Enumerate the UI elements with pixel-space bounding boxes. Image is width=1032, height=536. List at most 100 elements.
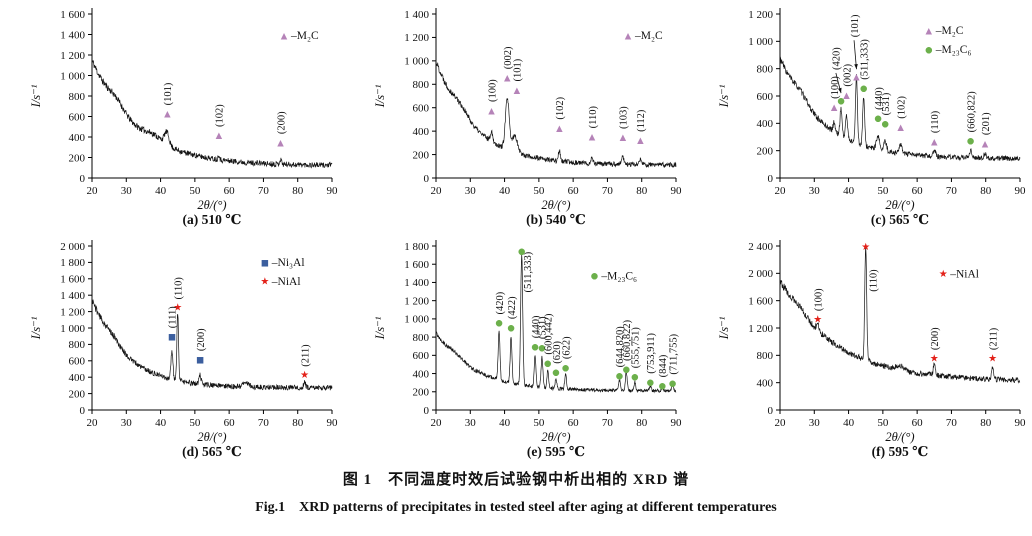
svg-text:▲: ▲ [556, 124, 563, 134]
svg-text:1 200: 1 200 [404, 295, 429, 307]
svg-text:30: 30 [465, 185, 477, 197]
svg-text:60: 60 [224, 185, 236, 197]
svg-text:(100): (100) [487, 79, 498, 102]
svg-text:70: 70 [602, 185, 614, 197]
svg-text:(201): (201) [981, 112, 992, 135]
svg-text:1 000: 1 000 [60, 70, 85, 82]
svg-text:(511,333): (511,333) [859, 39, 870, 80]
svg-text:–M₂₃C₆: –M₂₃C₆ [600, 270, 637, 282]
svg-text:800: 800 [413, 332, 430, 344]
svg-text:1 200: 1 200 [60, 50, 85, 62]
svg-text:1 200: 1 200 [748, 9, 773, 21]
svg-text:2θ/(°): 2θ/(°) [885, 198, 914, 212]
svg-text:▲: ▲ [637, 136, 644, 146]
svg-text:(422): (422) [507, 296, 518, 319]
svg-text:40: 40 [843, 417, 855, 429]
svg-text:–M₂₃C₆: –M₂₃C₆ [935, 44, 972, 56]
svg-text:200: 200 [757, 145, 774, 157]
svg-text:80: 80 [980, 185, 992, 197]
svg-text:▲: ▲ [589, 133, 596, 143]
svg-text:50: 50 [877, 185, 889, 197]
svg-text:★: ★ [173, 303, 182, 314]
svg-text:I/s⁻¹: I/s⁻¹ [29, 316, 43, 340]
svg-text:(200): (200) [196, 328, 207, 351]
svg-text:(102): (102) [215, 104, 226, 127]
svg-text:(002): (002) [503, 46, 514, 69]
svg-text:30: 30 [121, 185, 133, 197]
xrd-panel-f: 0 400 800 1 200 1 600 2 000 2 400 20 30 40 50 60 70 8… [717, 240, 1026, 459]
svg-text:–M₂C: –M₂C [935, 25, 964, 37]
svg-text:(531): (531) [881, 92, 892, 115]
svg-text:–Ni₃Al: –Ni₃Al [271, 257, 305, 269]
svg-text:●: ● [837, 96, 844, 106]
svg-text:2θ/(°): 2θ/(°) [541, 198, 570, 212]
svg-text:(110): (110) [588, 106, 599, 129]
svg-text:(112): (112) [636, 109, 647, 132]
svg-text:600: 600 [757, 91, 774, 103]
xrd-panel-c: 0 200 400 600 800 1 000 1 200 20 30 40 50 60 70 80 90 2… [717, 8, 1026, 227]
svg-text:(660,822): (660,822) [622, 319, 633, 361]
svg-text:(440): (440) [874, 87, 885, 110]
svg-text:30: 30 [465, 417, 477, 429]
svg-text:▲: ▲ [488, 106, 495, 116]
svg-text:(110): (110) [868, 269, 879, 292]
svg-text:1 400: 1 400 [404, 277, 429, 289]
svg-text:40: 40 [155, 185, 167, 197]
svg-text:0: 0 [424, 173, 430, 185]
xrd-panel-d: 0 200 400 600 800 1 000 1 200 1 400 1 600 1 800 2 … [29, 240, 339, 459]
svg-text:▲: ▲ [164, 110, 171, 120]
svg-text:(620): (620) [552, 340, 563, 363]
svg-text:▲: ▲ [982, 139, 989, 149]
svg-text:70: 70 [258, 417, 270, 429]
svg-text:I/s⁻¹: I/s⁻¹ [29, 84, 43, 108]
svg-text:1 400: 1 400 [60, 29, 85, 41]
svg-text:50: 50 [189, 417, 201, 429]
svg-text:(b) 540 ℃: (b) 540 ℃ [526, 212, 586, 227]
svg-text:2θ/(°): 2θ/(°) [197, 430, 226, 444]
svg-text:–M₂C: –M₂C [634, 30, 663, 42]
svg-text:★: ★ [861, 242, 870, 253]
svg-text:1 600: 1 600 [748, 295, 773, 307]
svg-text:▲: ▲ [853, 72, 860, 82]
svg-text:200: 200 [413, 149, 430, 161]
svg-text:●: ● [631, 372, 638, 382]
svg-text:●: ● [538, 343, 545, 353]
svg-text:●: ● [882, 120, 889, 130]
svg-text:70: 70 [258, 185, 270, 197]
svg-text:70: 70 [946, 185, 958, 197]
svg-text:●: ● [562, 363, 569, 373]
svg-text:●: ● [669, 379, 676, 389]
svg-text:0: 0 [80, 405, 86, 417]
svg-text:1 800: 1 800 [404, 241, 429, 253]
svg-text:(753,911): (753,911) [646, 333, 657, 374]
svg-text:80: 80 [636, 417, 648, 429]
svg-text:(a) 510 ℃: (a) 510 ℃ [183, 212, 242, 227]
svg-text:(100): (100) [830, 76, 841, 99]
svg-text:●: ● [495, 319, 502, 329]
svg-text:1 000: 1 000 [404, 314, 429, 326]
svg-text:90: 90 [327, 185, 339, 197]
svg-text:▲: ▲ [216, 131, 223, 141]
svg-text:(622): (622) [561, 336, 572, 359]
svg-text:0: 0 [768, 405, 774, 417]
svg-text:(660,822): (660,822) [966, 91, 977, 133]
svg-text:400: 400 [757, 118, 774, 130]
svg-text:(531): (531) [538, 316, 549, 339]
svg-text:I/s⁻¹: I/s⁻¹ [373, 84, 387, 108]
svg-text:★: ★ [988, 353, 997, 364]
svg-text:80: 80 [292, 185, 304, 197]
svg-text:50: 50 [533, 185, 545, 197]
svg-text:80: 80 [292, 417, 304, 429]
svg-text:0: 0 [424, 405, 430, 417]
svg-text:●: ● [544, 359, 551, 369]
svg-text:80: 80 [636, 185, 648, 197]
svg-text:●: ● [552, 368, 559, 378]
svg-text:■: ■ [261, 258, 269, 268]
svg-text:(102): (102) [555, 96, 566, 119]
svg-text:▲: ▲ [620, 133, 627, 143]
svg-text:●: ● [967, 137, 974, 147]
svg-text:600: 600 [413, 350, 430, 362]
svg-text:90: 90 [327, 417, 339, 429]
svg-text:2θ/(°): 2θ/(°) [197, 198, 226, 212]
svg-text:600: 600 [69, 111, 86, 123]
